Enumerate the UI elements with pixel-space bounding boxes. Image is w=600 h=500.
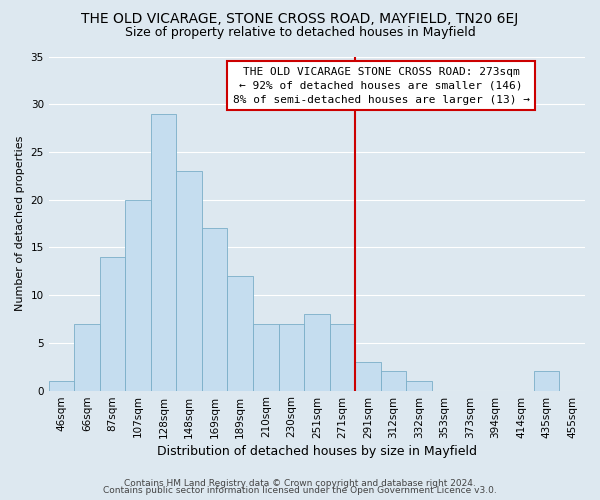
Bar — [125, 200, 151, 390]
Text: Contains public sector information licensed under the Open Government Licence v3: Contains public sector information licen… — [103, 486, 497, 495]
Bar — [100, 257, 125, 390]
Bar — [329, 324, 355, 390]
Bar — [406, 381, 432, 390]
Bar — [380, 372, 406, 390]
X-axis label: Distribution of detached houses by size in Mayfield: Distribution of detached houses by size … — [157, 444, 477, 458]
Text: Size of property relative to detached houses in Mayfield: Size of property relative to detached ho… — [125, 26, 475, 39]
Bar — [176, 171, 202, 390]
Bar — [278, 324, 304, 390]
Bar — [202, 228, 227, 390]
Bar — [304, 314, 329, 390]
Bar — [253, 324, 278, 390]
Bar — [49, 381, 74, 390]
Bar — [151, 114, 176, 390]
Y-axis label: Number of detached properties: Number of detached properties — [15, 136, 25, 311]
Text: THE OLD VICARAGE, STONE CROSS ROAD, MAYFIELD, TN20 6EJ: THE OLD VICARAGE, STONE CROSS ROAD, MAYF… — [82, 12, 518, 26]
Bar — [355, 362, 380, 390]
Bar — [227, 276, 253, 390]
Bar — [74, 324, 100, 390]
Text: Contains HM Land Registry data © Crown copyright and database right 2024.: Contains HM Land Registry data © Crown c… — [124, 478, 476, 488]
Bar — [534, 372, 559, 390]
Text: THE OLD VICARAGE STONE CROSS ROAD: 273sqm
← 92% of detached houses are smaller (: THE OLD VICARAGE STONE CROSS ROAD: 273sq… — [233, 66, 530, 104]
